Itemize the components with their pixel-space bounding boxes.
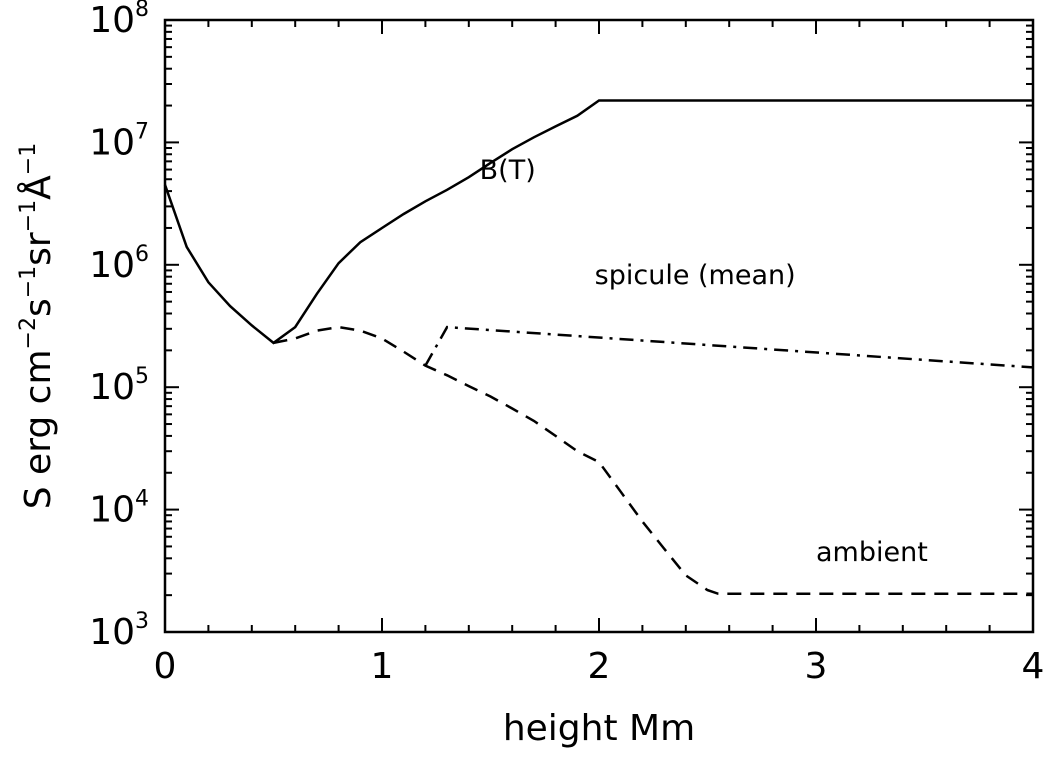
annotation-label: spicule (mean) bbox=[595, 260, 796, 291]
series-line-ambient bbox=[273, 325, 1033, 596]
x-tick-label: 1 bbox=[371, 646, 394, 687]
x-axis-label: height Mm bbox=[503, 708, 695, 749]
y-tick-label: 108 bbox=[89, 0, 149, 41]
x-tick-label: 0 bbox=[154, 646, 177, 687]
y-tick-label: 104 bbox=[89, 487, 149, 531]
x-tick-label: 3 bbox=[805, 646, 828, 687]
y-tick-label: 105 bbox=[89, 364, 149, 408]
y-axis-label: S erg cm−2s−1sr−1Å−1 bbox=[16, 143, 59, 510]
series-layer bbox=[163, 99, 1034, 596]
y-tick-label: 106 bbox=[89, 242, 149, 286]
annotation-label: B(T) bbox=[480, 155, 536, 186]
y-tick-label: 103 bbox=[89, 609, 149, 653]
x-tick-label: 2 bbox=[588, 646, 611, 687]
series-line-spicule-mean bbox=[424, 325, 1034, 369]
annotations: B(T) spicule (mean) ambient bbox=[480, 155, 928, 568]
tick-labels: 0 1 2 3 4 103 104 105 106 107 108 bbox=[89, 0, 1044, 687]
series-line-b-t bbox=[163, 99, 1033, 345]
x-tick-label: 4 bbox=[1022, 646, 1045, 687]
plot-frame bbox=[163, 18, 1035, 634]
annotation-label: ambient bbox=[816, 537, 928, 568]
y-tick-label: 107 bbox=[89, 119, 149, 163]
